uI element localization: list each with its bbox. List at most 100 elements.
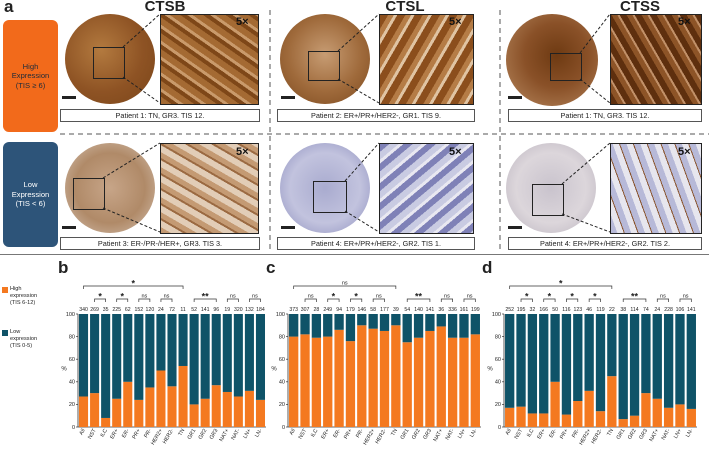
bar-high-PR- — [573, 401, 583, 427]
n-label: 36 — [438, 307, 444, 313]
zoom-view-ctsb-low — [160, 143, 259, 234]
x-tick-label: NAT+ — [219, 428, 231, 443]
bar-high-LN- — [255, 399, 266, 427]
n-label: 249 — [323, 307, 332, 313]
scale-bar — [62, 96, 76, 99]
significance-bracket — [116, 298, 129, 302]
bar-low-NST — [516, 314, 526, 407]
bar-high-HER2+ — [368, 328, 378, 427]
x-tick-label: ER- — [121, 428, 131, 439]
tma-core-ctsl-low — [280, 143, 370, 233]
x-tick-label: TN — [606, 428, 615, 437]
n-label: 199 — [471, 307, 480, 313]
bar-low-TN — [178, 314, 188, 366]
x-tick-label: GR2 — [198, 428, 209, 441]
zoom-connector — [337, 13, 380, 104]
zoom-view-ctsl-high — [379, 14, 474, 105]
n-label: 195 — [517, 307, 526, 313]
bar-low-TN — [391, 314, 401, 326]
n-label: 96 — [213, 307, 219, 313]
bar-high-TN — [178, 365, 188, 427]
x-tick-label: HER2- — [162, 428, 175, 445]
bar-low-ER- — [334, 314, 344, 330]
x-tick-label: GR1 — [187, 428, 198, 441]
significance-bracket — [588, 298, 601, 302]
significance-bracket — [83, 285, 184, 289]
bar-high-LN+ — [459, 337, 469, 427]
x-tick-label: PR- — [355, 428, 365, 439]
significance-label: * — [132, 279, 136, 289]
significance-bracket — [304, 298, 317, 302]
column-title-ctss: CTSS — [619, 0, 660, 15]
bar-low-ER- — [550, 314, 560, 382]
bar-high-TN — [391, 325, 401, 427]
significance-label: ns — [376, 294, 382, 300]
bar-low-NST — [90, 314, 100, 394]
bar-high-NAT- — [233, 396, 243, 427]
bar-low-LN- — [470, 314, 480, 335]
panel-b-letter: b — [58, 258, 69, 277]
n-label: 52 — [191, 307, 197, 313]
bar-high-HER2- — [379, 330, 390, 427]
legend-swatch-high — [2, 287, 8, 293]
significance-label: * — [548, 292, 552, 302]
bar-low-NAT- — [663, 314, 674, 408]
chart-panel-c: 0 20 40 60 80 100% 373 All 307 NST 28 ILC 249 ER+ 94 ER… — [271, 281, 481, 446]
x-tick-label: ER- — [548, 428, 558, 439]
scale-bar — [508, 96, 522, 99]
significance-label: * — [525, 292, 529, 302]
panels-separator — [0, 254, 709, 255]
n-label: 58 — [370, 307, 376, 313]
high-expression-label: High Expression (TIS ≥ 6) — [3, 20, 58, 132]
x-tick-label: LN- — [685, 428, 695, 439]
bar-low-All — [78, 314, 89, 397]
magnification-label: 5× — [449, 16, 462, 28]
significance-bracket — [656, 298, 669, 302]
x-tick-label: All — [289, 428, 297, 436]
n-label: 54 — [404, 307, 410, 313]
zoom-view-ctsb-high — [160, 14, 259, 105]
n-label: 106 — [676, 307, 685, 313]
n-label: 50 — [552, 307, 558, 313]
bar-high-ILC — [527, 413, 538, 427]
significance-label: ns — [308, 294, 314, 300]
significance-bracket — [622, 298, 647, 302]
tma-core-ctss-high — [506, 14, 598, 106]
bar-low-TN — [607, 314, 617, 377]
bar-high-GR1 — [402, 342, 412, 427]
x-tick-label: LN+ — [242, 428, 252, 440]
y-tick-label: 100 — [276, 312, 285, 318]
x-tick-label: HER2- — [590, 428, 603, 445]
bar-low-All — [505, 314, 515, 408]
y-axis-label: % — [487, 367, 493, 373]
y-tick-label: 80 — [495, 334, 501, 340]
bar-low-HER2+ — [584, 314, 594, 391]
significance-label: * — [98, 292, 102, 302]
bar-high-PR- — [357, 325, 367, 427]
bar-high-NAT+ — [652, 398, 662, 427]
selection-box — [550, 53, 582, 81]
significance-label: ns — [683, 294, 689, 300]
significance-label: * — [559, 279, 563, 289]
n-label: 24 — [158, 307, 164, 313]
x-tick-label: ER- — [332, 428, 342, 439]
x-tick-label: PR+ — [559, 428, 570, 440]
magnification-label: 5× — [236, 16, 249, 28]
bar-low-PR- — [357, 314, 367, 326]
bar-low-LN- — [686, 314, 696, 409]
bar-low-HER2+ — [156, 314, 166, 371]
magnification-label: 5× — [678, 146, 691, 158]
bar-low-GR2 — [200, 314, 210, 399]
bar-low-HER2+ — [368, 314, 378, 329]
tma-core-ctsb-low — [65, 143, 155, 233]
significance-bracket — [543, 298, 556, 302]
significance-label: * — [570, 292, 574, 302]
x-tick-label: PR+ — [132, 428, 143, 440]
y-tick-label: 40 — [279, 380, 285, 386]
n-label: 123 — [573, 307, 582, 313]
bar-high-GR2 — [413, 337, 424, 427]
y-tick-label: 80 — [279, 334, 285, 340]
bar-low-NST — [300, 314, 310, 335]
x-tick-label: ILC — [99, 428, 108, 438]
x-tick-label: LN+ — [673, 428, 683, 440]
